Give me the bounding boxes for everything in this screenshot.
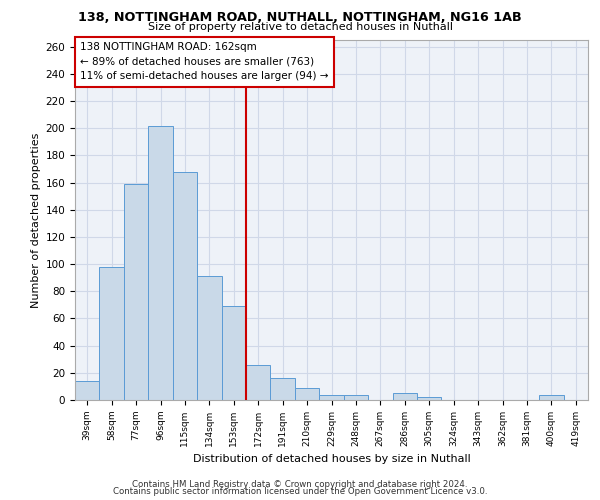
Bar (197, 276, 221, 400)
Bar (295, 388, 319, 400)
Text: Contains HM Land Registry data © Crown copyright and database right 2024.: Contains HM Land Registry data © Crown c… (132, 480, 468, 489)
Bar (221, 306, 246, 400)
Bar (392, 393, 417, 400)
Bar (75, 381, 100, 400)
Bar (344, 394, 368, 400)
Text: 138 NOTTINGHAM ROAD: 162sqm
← 89% of detached houses are smaller (763)
11% of se: 138 NOTTINGHAM ROAD: 162sqm ← 89% of det… (80, 42, 329, 82)
Bar (319, 394, 344, 400)
Bar (539, 394, 563, 400)
Bar (124, 184, 148, 400)
Bar (246, 364, 271, 400)
Bar (148, 126, 173, 400)
Text: 138, NOTTINGHAM ROAD, NUTHALL, NOTTINGHAM, NG16 1AB: 138, NOTTINGHAM ROAD, NUTHALL, NOTTINGHA… (78, 11, 522, 24)
Text: Contains public sector information licensed under the Open Government Licence v3: Contains public sector information licen… (113, 487, 487, 496)
X-axis label: Distribution of detached houses by size in Nuthall: Distribution of detached houses by size … (193, 454, 470, 464)
Y-axis label: Number of detached properties: Number of detached properties (31, 132, 41, 308)
Text: Size of property relative to detached houses in Nuthall: Size of property relative to detached ho… (148, 22, 452, 32)
Bar (173, 172, 197, 400)
Bar (417, 398, 442, 400)
Bar (271, 378, 295, 400)
Bar (100, 267, 124, 400)
